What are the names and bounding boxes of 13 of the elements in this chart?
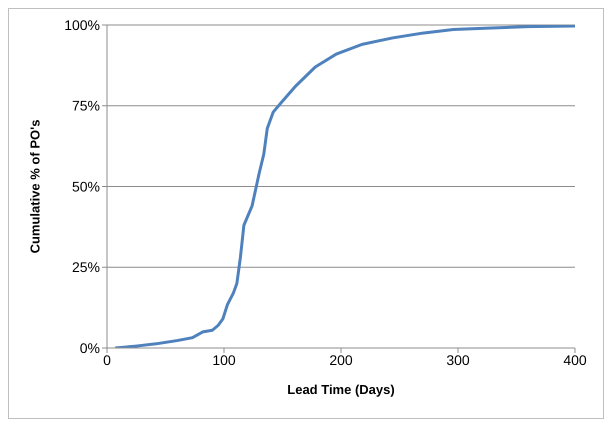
x-axis-title: Lead Time (Days) <box>287 382 395 397</box>
x-tick-label: 100 <box>212 352 236 368</box>
y-tick-label: 75% <box>72 98 100 114</box>
x-tick-label: 300 <box>446 352 470 368</box>
line-series <box>114 25 575 348</box>
x-tick-label: 200 <box>329 352 353 368</box>
y-axis-title: Cumulative % of PO's <box>28 120 43 254</box>
y-tick-label: 50% <box>72 178 100 194</box>
y-tick-label: 100% <box>64 16 100 33</box>
y-tick-label: 0% <box>80 340 100 356</box>
y-tick-label: 25% <box>72 259 100 276</box>
x-tick-label: 0 <box>103 352 112 368</box>
x-tick-label: 400 <box>563 352 587 368</box>
